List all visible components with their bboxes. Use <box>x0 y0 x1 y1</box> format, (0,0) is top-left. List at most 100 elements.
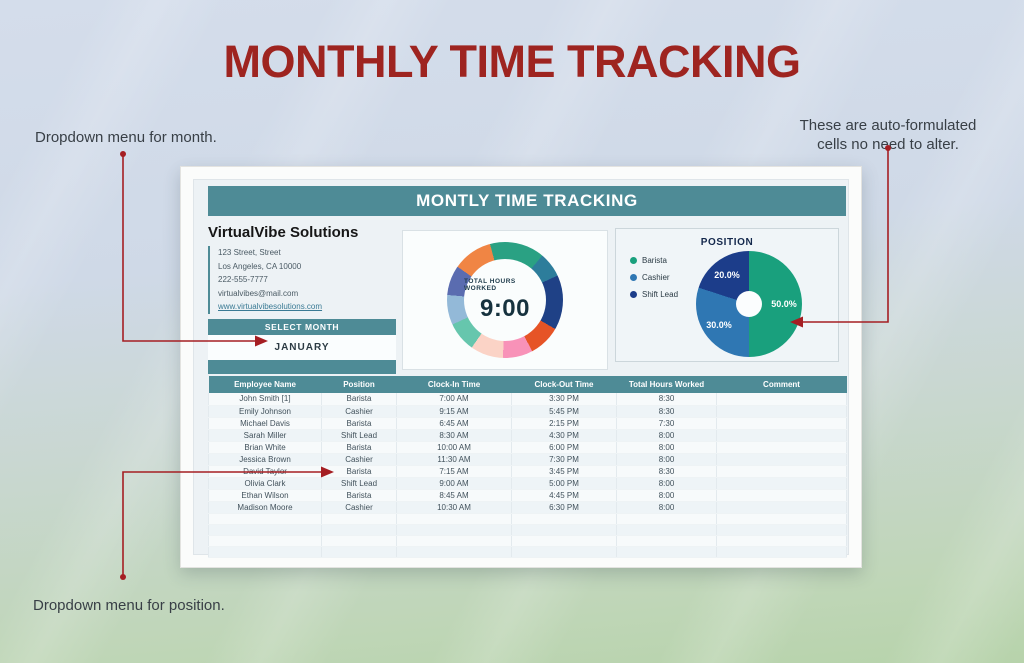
table-cell[interactable]: Cashier <box>321 501 397 514</box>
table-cell[interactable] <box>321 546 397 558</box>
table-cell[interactable]: 8:00 <box>616 501 717 514</box>
table-cell[interactable] <box>716 535 847 547</box>
company-phone: 222-555-7777 <box>218 275 268 284</box>
table-cell[interactable]: 8:00 <box>616 441 717 454</box>
table-cell[interactable] <box>716 524 847 536</box>
table-cell[interactable] <box>716 405 847 418</box>
pie-chart-hole <box>736 291 762 317</box>
table-cell[interactable]: 4:45 PM <box>511 489 617 502</box>
table-cell[interactable]: Barista <box>321 417 397 430</box>
table-cell[interactable] <box>716 513 847 525</box>
table-cell[interactable]: Shift Lead <box>321 477 397 490</box>
table-cell[interactable]: Ethan Wilson <box>208 489 322 502</box>
table-cell[interactable] <box>716 546 847 558</box>
table-cell[interactable]: Michael Davis <box>208 417 322 430</box>
table-cell[interactable]: Olivia Clark <box>208 477 322 490</box>
table-cell[interactable]: Madison Moore <box>208 501 322 514</box>
table-cell[interactable]: Sarah Miller <box>208 429 322 442</box>
table-cell[interactable]: Emily Johnson <box>208 405 322 418</box>
table-cell[interactable]: Barista <box>321 465 397 478</box>
table-cell[interactable]: 8:30 <box>616 465 717 478</box>
table-cell[interactable] <box>396 524 512 536</box>
table-cell[interactable]: 10:30 AM <box>396 501 512 514</box>
table-cell[interactable]: 7:15 AM <box>396 465 512 478</box>
table-cell[interactable] <box>208 535 322 547</box>
company-website-link[interactable]: www.virtualvibesolutions.com <box>218 302 323 311</box>
table-cell[interactable]: 10:00 AM <box>396 441 512 454</box>
table-cell[interactable]: Barista <box>321 489 397 502</box>
company-address-line1: 123 Street, Street <box>218 248 281 257</box>
table-cell[interactable] <box>511 535 617 547</box>
table-cell[interactable]: 8:30 <box>616 393 717 406</box>
table-cell[interactable] <box>511 513 617 525</box>
month-dropdown-cell[interactable]: JANUARY <box>208 335 396 360</box>
table-cell[interactable]: 5:00 PM <box>511 477 617 490</box>
table-cell[interactable]: 3:30 PM <box>511 393 617 406</box>
table-cell[interactable] <box>616 524 717 536</box>
table-cell[interactable]: 8:00 <box>616 477 717 490</box>
table-cell[interactable] <box>616 535 717 547</box>
table-cell[interactable] <box>716 465 847 478</box>
table-cell[interactable] <box>716 453 847 466</box>
table-cell[interactable] <box>716 501 847 514</box>
table-cell[interactable]: Shift Lead <box>321 429 397 442</box>
table-cell[interactable]: Cashier <box>321 405 397 418</box>
table-cell[interactable]: 8:00 <box>616 489 717 502</box>
pie-label-shift-lead: 20.0% <box>714 270 740 280</box>
column-header: Employee Name <box>208 376 322 393</box>
table-cell[interactable]: 8:00 <box>616 453 717 466</box>
table-cell[interactable]: 2:15 PM <box>511 417 617 430</box>
table-cell[interactable]: 11:30 AM <box>396 453 512 466</box>
table-cell[interactable] <box>716 417 847 430</box>
table-cell[interactable]: 5:45 PM <box>511 405 617 418</box>
table-cell[interactable]: Brian White <box>208 441 322 454</box>
table-cell[interactable]: 3:45 PM <box>511 465 617 478</box>
table-cell[interactable] <box>616 546 717 558</box>
table-cell[interactable]: Cashier <box>321 453 397 466</box>
table-cell[interactable]: 8:00 <box>616 429 717 442</box>
table-cell[interactable] <box>321 524 397 536</box>
table-cell[interactable] <box>716 393 847 406</box>
table-cell[interactable]: 6:45 AM <box>396 417 512 430</box>
table-cell[interactable] <box>716 429 847 442</box>
table-cell[interactable]: 6:00 PM <box>511 441 617 454</box>
table-cell[interactable] <box>396 546 512 558</box>
table-cell[interactable]: Barista <box>321 441 397 454</box>
table-cell[interactable] <box>396 535 512 547</box>
table-cell[interactable]: Barista <box>321 393 397 406</box>
pie-label-barista: 50.0% <box>771 299 797 309</box>
table-cell[interactable]: 7:00 AM <box>396 393 512 406</box>
table-row: John Smith [1] Barista 7:00 AM 3:30 PM 8:30 <box>208 393 847 406</box>
table-cell[interactable] <box>716 441 847 454</box>
table-cell[interactable]: David Taylor <box>208 465 322 478</box>
table-cell[interactable] <box>208 513 322 525</box>
table-cell[interactable]: 7:30 PM <box>511 453 617 466</box>
table-cell[interactable]: 9:00 AM <box>396 477 512 490</box>
table-cell[interactable] <box>716 489 847 502</box>
table-cell[interactable] <box>511 546 617 558</box>
donut-center-label: TOTAL HOURS WORKED <box>464 277 516 292</box>
annotation-auto-line2: cells no need to alter. <box>817 136 959 153</box>
table-cell[interactable] <box>321 535 397 547</box>
table-cell[interactable] <box>716 477 847 490</box>
table-cell[interactable]: 4:30 PM <box>511 429 617 442</box>
company-info-block: 123 Street, Street Los Angeles, CA 10000… <box>208 246 322 314</box>
table-cell[interactable] <box>321 513 397 525</box>
table-cell[interactable]: 8:45 AM <box>396 489 512 502</box>
table-cell[interactable]: John Smith [1] <box>208 393 322 406</box>
table-cell[interactable]: 8:30 <box>616 405 717 418</box>
table-cell[interactable]: 7:30 <box>616 417 717 430</box>
table-cell[interactable] <box>511 524 617 536</box>
table-cell[interactable]: 9:15 AM <box>396 405 512 418</box>
donut-chart: TOTAL HOURS WORKED 9:00 <box>447 242 563 358</box>
table-cell[interactable]: Jessica Brown <box>208 453 322 466</box>
table-cell[interactable] <box>208 524 322 536</box>
legend-item: Shift Lead <box>630 290 678 299</box>
company-name: VirtualVibe Solutions <box>208 224 359 241</box>
table-cell[interactable] <box>396 513 512 525</box>
table-cell[interactable]: 8:30 AM <box>396 429 512 442</box>
table-cell[interactable] <box>616 513 717 525</box>
table-cell[interactable]: 6:30 PM <box>511 501 617 514</box>
table-cell[interactable] <box>208 546 322 558</box>
